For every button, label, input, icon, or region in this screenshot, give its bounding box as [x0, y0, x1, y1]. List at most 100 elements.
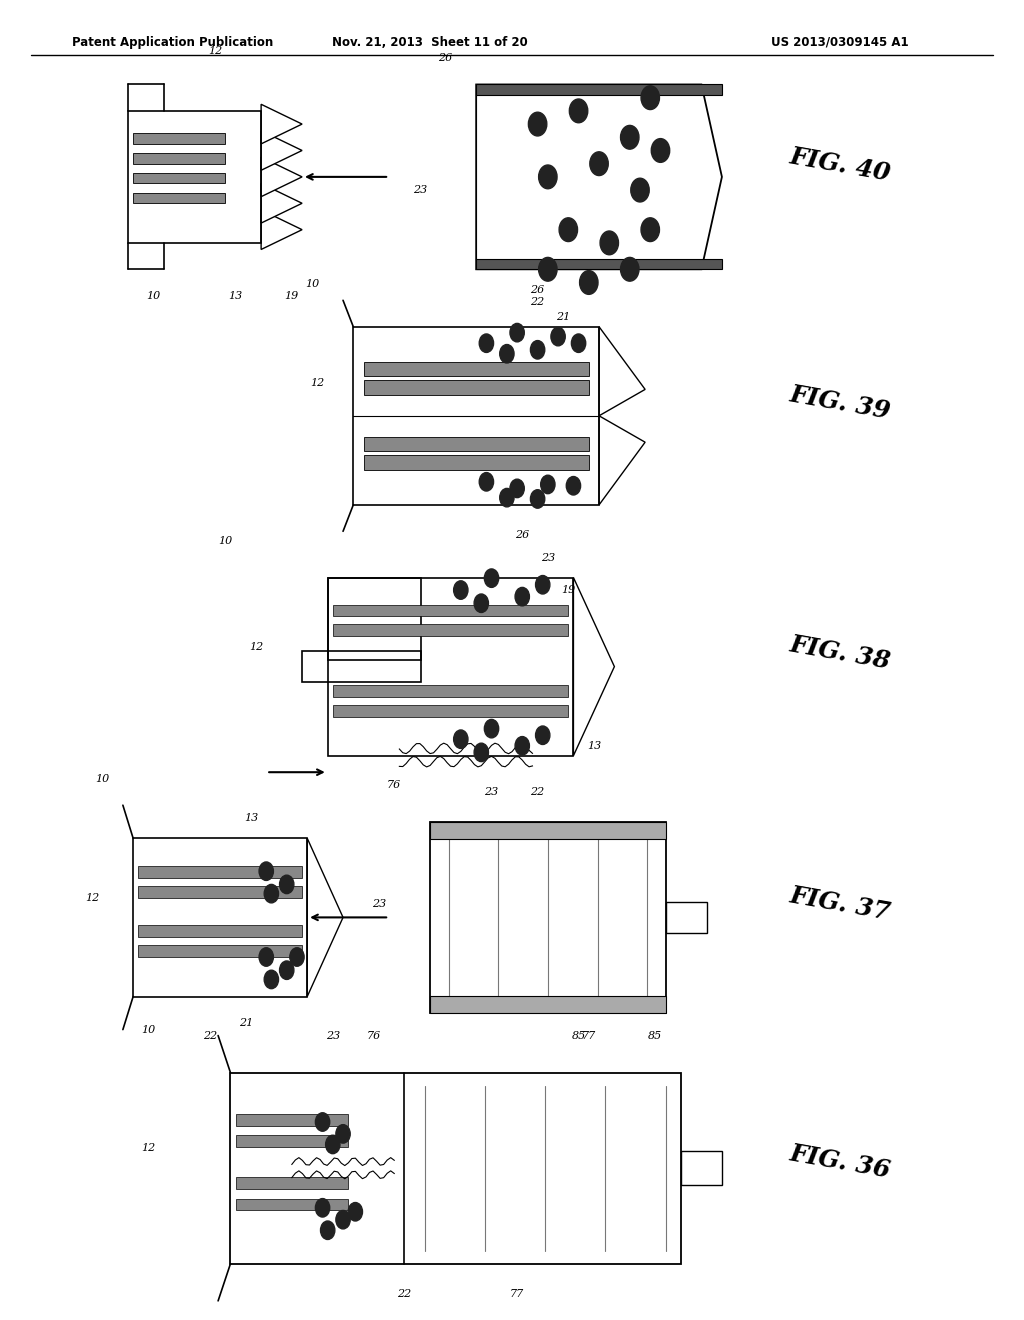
Circle shape: [326, 1135, 340, 1154]
Text: 23: 23: [541, 553, 555, 564]
Text: 85: 85: [571, 1031, 586, 1041]
Bar: [236, 1177, 348, 1189]
Circle shape: [641, 218, 659, 242]
Text: 76: 76: [367, 1031, 381, 1041]
Circle shape: [528, 112, 547, 136]
Bar: [236, 1114, 348, 1126]
Bar: [138, 925, 302, 937]
Circle shape: [510, 479, 524, 498]
Bar: [333, 705, 568, 717]
Text: 10: 10: [218, 536, 232, 546]
Circle shape: [321, 1221, 335, 1239]
Text: Nov. 21, 2013  Sheet 11 of 20: Nov. 21, 2013 Sheet 11 of 20: [332, 36, 528, 49]
Bar: [430, 821, 666, 1014]
Bar: [236, 1135, 348, 1147]
Bar: [133, 153, 225, 164]
Circle shape: [569, 99, 588, 123]
Circle shape: [621, 257, 639, 281]
Circle shape: [566, 477, 581, 495]
Circle shape: [484, 719, 499, 738]
Text: 76: 76: [387, 780, 401, 791]
Polygon shape: [476, 84, 722, 269]
Text: FIG. 36: FIG. 36: [787, 1140, 892, 1183]
Circle shape: [336, 1125, 350, 1143]
Text: 13: 13: [587, 741, 601, 751]
Circle shape: [631, 178, 649, 202]
Text: 12: 12: [85, 892, 99, 903]
Circle shape: [259, 862, 273, 880]
Circle shape: [500, 488, 514, 507]
Circle shape: [651, 139, 670, 162]
Bar: [364, 455, 589, 470]
Polygon shape: [261, 131, 302, 170]
Text: 12: 12: [208, 46, 222, 57]
Text: FIG. 39: FIG. 39: [787, 381, 892, 424]
Text: 10: 10: [95, 774, 110, 784]
Circle shape: [559, 218, 578, 242]
Polygon shape: [599, 326, 645, 416]
Circle shape: [259, 948, 273, 966]
Circle shape: [530, 490, 545, 508]
Text: 77: 77: [582, 1031, 596, 1041]
Bar: [353, 326, 599, 504]
Polygon shape: [261, 104, 302, 144]
Circle shape: [515, 587, 529, 606]
Bar: [138, 886, 302, 898]
Bar: [333, 605, 568, 616]
Text: 19: 19: [561, 585, 575, 595]
Text: 13: 13: [228, 290, 243, 301]
Polygon shape: [307, 838, 343, 997]
Circle shape: [551, 327, 565, 346]
Circle shape: [264, 970, 279, 989]
Text: 12: 12: [310, 378, 325, 388]
Text: 21: 21: [556, 312, 570, 322]
Circle shape: [264, 884, 279, 903]
Polygon shape: [573, 578, 614, 755]
Text: 21: 21: [239, 1018, 253, 1028]
Text: 23: 23: [326, 1031, 340, 1041]
Bar: [236, 1199, 348, 1210]
Bar: [133, 133, 225, 144]
Circle shape: [479, 473, 494, 491]
Text: 12: 12: [141, 1143, 156, 1154]
Circle shape: [641, 86, 659, 110]
Text: Patent Application Publication: Patent Application Publication: [72, 36, 273, 49]
Text: 19: 19: [285, 290, 299, 301]
Text: 10: 10: [305, 279, 319, 289]
Text: US 2013/0309145 A1: US 2013/0309145 A1: [771, 36, 908, 49]
Bar: [666, 902, 707, 933]
Polygon shape: [261, 157, 302, 197]
Text: 10: 10: [146, 290, 161, 301]
Bar: [333, 685, 568, 697]
Text: FIG. 37: FIG. 37: [787, 883, 892, 925]
Circle shape: [515, 737, 529, 755]
Text: 23: 23: [372, 899, 386, 909]
Text: FIG. 38: FIG. 38: [787, 632, 892, 675]
Text: 26: 26: [515, 529, 529, 540]
Circle shape: [536, 576, 550, 594]
Bar: [128, 111, 261, 243]
Text: 22: 22: [397, 1288, 412, 1299]
Circle shape: [510, 323, 524, 342]
Bar: [476, 259, 722, 269]
Circle shape: [484, 569, 499, 587]
Circle shape: [280, 961, 294, 979]
Bar: [681, 1151, 722, 1185]
Bar: [364, 437, 589, 451]
Text: FIG. 40: FIG. 40: [787, 144, 892, 186]
Circle shape: [290, 948, 304, 966]
Circle shape: [600, 231, 618, 255]
Bar: [333, 624, 568, 636]
Bar: [430, 995, 666, 1014]
Text: 13: 13: [244, 813, 258, 824]
Bar: [138, 866, 302, 878]
Text: 22: 22: [530, 297, 545, 308]
Bar: [328, 578, 573, 755]
Text: 26: 26: [438, 53, 453, 63]
Circle shape: [454, 730, 468, 748]
Circle shape: [621, 125, 639, 149]
Circle shape: [336, 1210, 350, 1229]
Bar: [476, 84, 722, 95]
Bar: [133, 838, 307, 997]
Circle shape: [539, 165, 557, 189]
